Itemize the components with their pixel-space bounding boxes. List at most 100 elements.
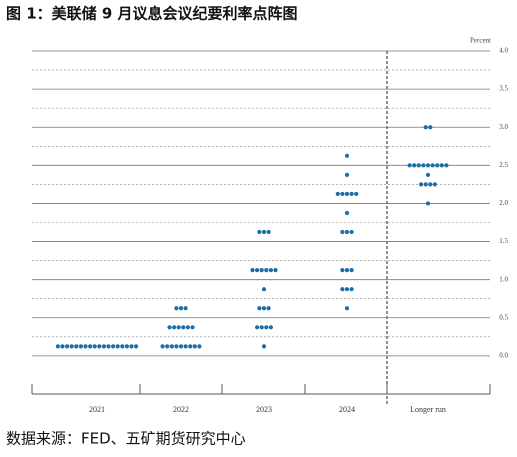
- dot: [257, 229, 262, 235]
- dot: [435, 163, 440, 168]
- dot: [65, 344, 70, 349]
- dot: [60, 344, 65, 349]
- x-tick-label: Longer run: [410, 405, 446, 414]
- dot: [412, 163, 417, 168]
- dot: [261, 287, 267, 292]
- dot: [423, 182, 428, 187]
- dot: [354, 191, 359, 197]
- dot: [340, 229, 345, 235]
- dot: [425, 172, 431, 177]
- x-tick-label: 2023: [256, 405, 272, 414]
- y-tick-label: 2.5: [499, 161, 508, 169]
- dot: [255, 268, 260, 273]
- dot: [92, 344, 97, 349]
- dot: [425, 163, 431, 168]
- dot: [115, 344, 120, 349]
- dot: [266, 229, 271, 235]
- dot: [174, 344, 179, 349]
- dot: [178, 306, 184, 311]
- dot: [344, 306, 350, 311]
- dot: [439, 163, 444, 168]
- dot: [176, 325, 181, 330]
- dot: [344, 268, 350, 273]
- dot: [344, 210, 350, 216]
- dot: [349, 229, 354, 235]
- dot: [69, 344, 74, 349]
- dot: [257, 306, 262, 311]
- dot: [264, 325, 269, 330]
- dot: [428, 125, 433, 130]
- dot: [55, 344, 61, 349]
- dot: [349, 287, 354, 292]
- chart-title: 图 1：美联储 9 月议息会议纪要利率点阵图: [6, 5, 298, 23]
- dot: [101, 344, 106, 349]
- dot: [423, 125, 428, 130]
- y-axis-title: Percent: [470, 37, 491, 45]
- dot: [340, 287, 345, 292]
- dot: [344, 172, 350, 177]
- y-tick-label: 3.5: [499, 85, 508, 93]
- dot: [425, 201, 431, 206]
- dot: [261, 306, 267, 311]
- dot: [259, 268, 264, 273]
- dot: [268, 268, 273, 273]
- dot: [335, 191, 340, 197]
- dot: [106, 344, 111, 349]
- x-tick-label: 2021: [89, 405, 105, 414]
- dot: [185, 325, 190, 330]
- dot: [344, 229, 350, 235]
- dot: [181, 325, 186, 330]
- dot: [344, 191, 350, 197]
- y-tick-label: 1.0: [499, 275, 508, 283]
- y-tick-label: 0.5: [499, 313, 508, 321]
- y-tick-label: 2.0: [499, 199, 508, 207]
- dot: [174, 306, 179, 311]
- dot: [349, 268, 354, 273]
- dot: [120, 344, 125, 349]
- dot: [183, 306, 188, 311]
- dot: [261, 344, 267, 349]
- dot: [344, 153, 350, 158]
- y-tick-label: 1.5: [499, 237, 508, 245]
- dot: [172, 325, 177, 330]
- dot: [197, 344, 202, 349]
- dot: [160, 344, 165, 349]
- dot: [124, 344, 129, 349]
- dot: [129, 344, 134, 349]
- dot: [74, 344, 79, 349]
- dot: [264, 268, 269, 273]
- dot: [432, 182, 437, 187]
- dot: [83, 344, 88, 349]
- x-tick-label: 2022: [173, 405, 189, 414]
- dot: [430, 163, 435, 168]
- dot: [111, 344, 116, 349]
- y-tick-label: 4.0: [499, 47, 508, 55]
- dot: [407, 163, 412, 168]
- dot: [167, 325, 172, 330]
- dot: [259, 325, 264, 330]
- dot: [97, 344, 102, 349]
- dot: [421, 163, 426, 168]
- dot: [178, 344, 184, 349]
- dot: [188, 344, 193, 349]
- dot: [78, 344, 83, 349]
- x-tick-label: 2024: [339, 405, 355, 414]
- dot: [344, 287, 350, 292]
- dot: [255, 325, 260, 330]
- dot: [428, 182, 433, 187]
- dot: [250, 268, 255, 273]
- y-tick-label: 3.0: [499, 123, 508, 131]
- y-tick-label: 0.0: [499, 351, 508, 359]
- source: 数据来源：FED、五矿期货研究中心: [6, 430, 246, 448]
- dot: [169, 344, 174, 349]
- dot: [268, 325, 273, 330]
- dot: [165, 344, 170, 349]
- dot: [261, 229, 267, 235]
- dot: [349, 191, 354, 197]
- dot: [419, 182, 424, 187]
- dot: [183, 344, 188, 349]
- dot: [340, 191, 345, 197]
- dot: [192, 344, 197, 349]
